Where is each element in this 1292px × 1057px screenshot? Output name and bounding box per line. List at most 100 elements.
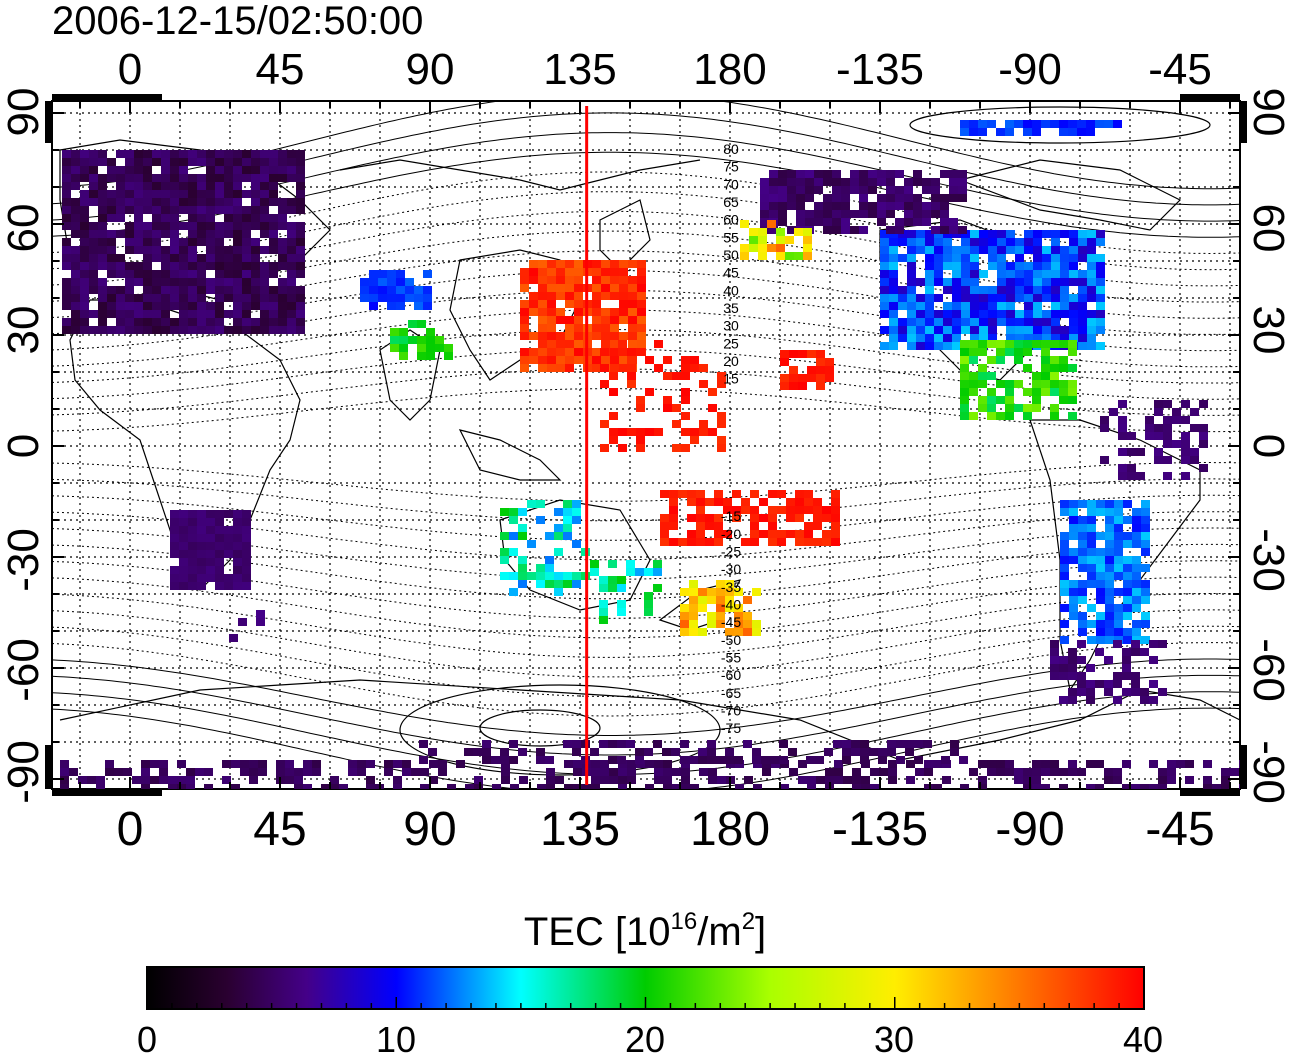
tec-cell (547, 364, 556, 372)
tec-cell (1042, 326, 1051, 334)
tec-cell (1069, 238, 1078, 246)
tec-cell (608, 560, 617, 568)
tec-cell (215, 542, 224, 550)
tec-cell (978, 120, 987, 128)
tec-cell (601, 308, 610, 316)
tec-cell (554, 508, 563, 516)
tec-cell (1132, 556, 1141, 564)
tec-cell (627, 356, 636, 364)
tec-cell (134, 198, 143, 206)
tec-cell (940, 194, 949, 202)
tec-cell (251, 294, 260, 302)
tec-cell (1149, 680, 1158, 688)
tec-cell (71, 270, 80, 278)
tec-cell (426, 328, 435, 336)
tec-cell (233, 302, 242, 310)
tec-cell (170, 278, 179, 286)
tec-cell (601, 292, 610, 300)
tec-cell (492, 784, 501, 789)
tec-cell (734, 588, 743, 596)
magnetic-latitude-label: -65 (721, 685, 741, 701)
tec-cell (520, 300, 529, 308)
tec-cell (599, 616, 608, 624)
tec-cell (1059, 380, 1068, 388)
right-lat-label: 60 (1244, 204, 1292, 253)
tec-cell (889, 334, 898, 342)
tec-cell (80, 230, 89, 238)
tec-cell (98, 262, 107, 270)
tec-cell (242, 230, 251, 238)
tec-cell (1172, 416, 1181, 424)
tec-cell (60, 768, 69, 776)
tec-cell (116, 318, 125, 326)
tec-cell (278, 166, 287, 174)
tec-cell (1078, 612, 1087, 620)
tec-cell (814, 186, 823, 194)
tec-cell (1033, 254, 1042, 262)
tec-cell (798, 760, 807, 768)
tec-cell (943, 286, 952, 294)
tec-cell (1059, 388, 1068, 396)
tec-cell (934, 326, 943, 334)
tec-cell (1060, 270, 1069, 278)
tec-cell (71, 222, 80, 230)
tec-cell (1060, 556, 1069, 564)
tec-cell (850, 226, 859, 234)
tec-cell (1096, 278, 1105, 286)
tec-cell (296, 302, 305, 310)
tec-cell (787, 178, 796, 186)
tec-cell (278, 278, 287, 286)
tec-cell (1078, 294, 1087, 302)
tec-cell (807, 350, 816, 358)
bottom-longitude-labels: 0 45 90 135 180 -135 -90 -45 (117, 803, 1215, 856)
tec-cell (170, 262, 179, 270)
tec-cell (179, 190, 188, 198)
tec-cell (107, 254, 116, 262)
tec-cell (143, 310, 152, 318)
tec-cell (618, 768, 627, 776)
tec-cell (898, 254, 907, 262)
tec-cell (1087, 556, 1096, 564)
tec-cell (807, 784, 816, 789)
tec-cell (134, 262, 143, 270)
tec-cell (780, 382, 789, 390)
tec-cell (880, 278, 889, 286)
tec-cell (687, 498, 696, 506)
tec-cell (1123, 540, 1132, 548)
tec-cell (789, 382, 798, 390)
tec-cell (399, 336, 408, 344)
tec-cell (1221, 776, 1230, 784)
tec-cell (80, 326, 89, 334)
tec-cell (717, 776, 726, 784)
top-lon-label: 0 (118, 45, 142, 94)
tec-cell (554, 532, 563, 540)
tec-cell (618, 348, 627, 356)
tec-cell (662, 748, 671, 756)
tec-cell (251, 246, 260, 254)
tec-cell (62, 278, 71, 286)
tec-cell (556, 260, 565, 268)
tec-cell (287, 270, 296, 278)
tec-cell (850, 186, 859, 194)
tec-cell (179, 582, 188, 590)
tec-cell (260, 326, 269, 334)
tec-cell (987, 760, 996, 768)
tec-cell (1024, 310, 1033, 318)
tec-cell (627, 380, 636, 388)
tec-cell (618, 340, 627, 348)
tec-cell (260, 150, 269, 158)
magnetic-latitude-label: 55 (723, 229, 739, 245)
tec-cell (357, 760, 366, 768)
tec-cell (303, 768, 312, 776)
tec-cell (877, 194, 886, 202)
tec-cell (1050, 404, 1059, 412)
top-lon-label: 45 (256, 45, 305, 94)
tec-cell (547, 332, 556, 340)
tec-cell (940, 218, 949, 226)
tec-cell (1059, 364, 1068, 372)
tec-cell (1059, 656, 1068, 664)
tec-cell (215, 518, 224, 526)
tec-cell (473, 748, 482, 756)
tec-cell (393, 776, 402, 784)
tec-cell (554, 524, 563, 532)
